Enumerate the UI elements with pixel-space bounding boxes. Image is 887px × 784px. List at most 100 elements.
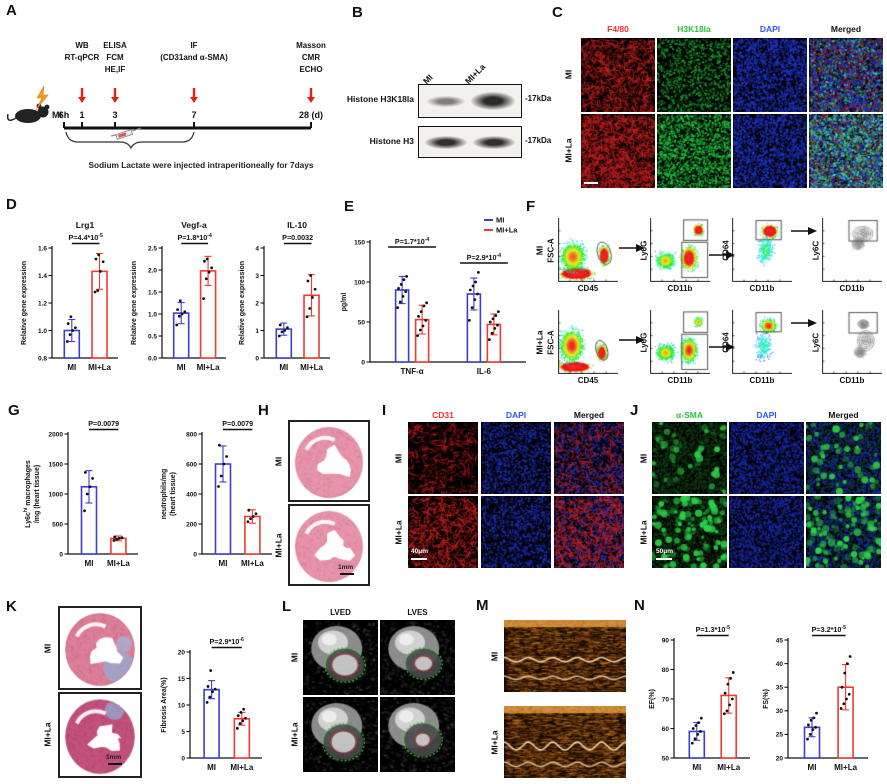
svg-text:45: 45 <box>776 637 784 644</box>
if-image-mila-dapi <box>481 496 551 568</box>
svg-text:HE,IF: HE,IF <box>105 65 126 74</box>
svg-text:MI: MI <box>279 363 288 372</box>
svg-text:20: 20 <box>178 649 186 656</box>
row-label-mila: MI+La <box>489 730 500 755</box>
svg-text:MI+La: MI+La <box>834 763 857 772</box>
flow-plot-mila-cd45 <box>558 310 618 374</box>
panel-f-label: F <box>526 198 536 215</box>
gating-arrow-icon <box>619 336 645 344</box>
row-label-mila: MI+La <box>273 533 284 558</box>
gating-arrow-icon <box>709 343 735 351</box>
channel-header-h3k18la: H3K18la <box>677 24 711 34</box>
svg-text:Lrg1: Lrg1 <box>76 220 95 230</box>
panel-a-label: A <box>6 2 17 19</box>
panel-j-label: J <box>630 402 639 419</box>
chart-ef: 50 60 70 80 90 EF(%) MI MI+La P=1.3*10-5 <box>644 614 756 778</box>
if-image-mi-f480 <box>581 38 655 112</box>
svg-text:WB: WB <box>75 41 89 50</box>
scale-bar <box>108 763 122 765</box>
if-image-mi-merged <box>554 422 624 494</box>
if-image-mila-merged <box>806 496 881 568</box>
svg-text:MI: MI <box>207 763 216 772</box>
channel-header-merged: Merged <box>573 410 605 420</box>
svg-text:P=1.7*10-4: P=1.7*10-4 <box>395 237 430 246</box>
svg-text:IF: IF <box>190 41 197 50</box>
svg-text:P=4.4*10-5: P=4.4*10-5 <box>68 233 103 242</box>
svg-text:20: 20 <box>776 755 784 762</box>
channel-header-dapi: DAPI <box>505 410 527 420</box>
row-label-mi: MI <box>638 453 649 464</box>
panel-n-label: N <box>634 597 645 614</box>
chart-neutrophils: 0 200 400 600 800 neutrophils/mg (heart tissue… <box>158 408 278 574</box>
panel-b-label: B <box>352 4 363 21</box>
svg-text:2.5: 2.5 <box>148 245 157 252</box>
svg-text:/mg (heart tissue): /mg (heart tissue) <box>34 465 41 523</box>
if-image-mila-cd31 <box>408 496 478 568</box>
if-image-mi-h3k18la <box>657 38 731 112</box>
blot-strip-h3k18la <box>418 84 522 118</box>
chart-vegfa: 0.0 0.5 1.0 1.5 2.0 2.5 Relative gene expressi… <box>126 212 232 378</box>
svg-text:Vegf-a: Vegf-a <box>181 220 207 230</box>
svg-text:RT-qPCR: RT-qPCR <box>65 53 100 62</box>
channel-header-dapi: DAPI <box>756 410 777 420</box>
if-image-mi-merged <box>806 422 881 494</box>
svg-text:P=1.3*10-5: P=1.3*10-5 <box>696 625 731 634</box>
panel-k-label: K <box>6 598 17 615</box>
svg-text:ELISA: ELISA <box>103 41 127 50</box>
row-label-mi: MI <box>42 643 53 654</box>
svg-text:Relative gene expression: Relative gene expression <box>239 261 246 345</box>
svg-text:25: 25 <box>776 732 784 739</box>
svg-text:FS(%): FS(%) <box>763 689 770 709</box>
if-image-mi-cd31 <box>408 422 478 494</box>
svg-text:P=3.2*10-5: P=3.2*10-5 <box>812 625 847 634</box>
svg-text:Relative gene expression: Relative gene expression <box>21 261 28 345</box>
svg-text:P=1.8*10-4: P=1.8*10-4 <box>177 233 212 242</box>
svg-text:60: 60 <box>662 726 670 733</box>
svg-text:35: 35 <box>776 685 784 692</box>
experiment-timeline: 6h 1 WB RT-qPCR 3 ELISA FCM HE,IF 7 IF (CD31and α-… <box>4 28 349 160</box>
if-image-mi-dapi <box>733 38 807 112</box>
panel-d-label: D <box>6 196 17 213</box>
axis-label-cd11b: CD11b <box>667 284 693 293</box>
axis-label-cd11b: CD11b <box>839 376 865 385</box>
svg-text:1.2: 1.2 <box>38 300 47 307</box>
channel-header-merged: Merged <box>830 24 862 34</box>
svg-text:(heart tissue): (heart tissue) <box>170 472 177 516</box>
svg-text:MI+La: MI+La <box>88 363 111 372</box>
if-image-mi-dapi <box>481 422 551 494</box>
blot-band <box>425 136 467 149</box>
blot-band <box>473 136 515 149</box>
gating-arrow-icon <box>619 244 645 252</box>
blot-band <box>471 92 515 110</box>
row-label-mi: MI <box>273 456 284 467</box>
row-label-mila: MI+La <box>534 330 545 355</box>
if-image-mila-f480 <box>581 114 655 188</box>
masson-section-mila <box>60 694 140 776</box>
cmr-image-mi-lves <box>380 620 455 695</box>
chart-fibrosis: 0 5 10 15 20 Fibrosis Area(%) MI MI+La P=2.9*10-… <box>156 626 268 778</box>
svg-text:MI: MI <box>52 110 62 120</box>
axis-label-fsca: FSC-A <box>546 238 556 263</box>
svg-text:1.0: 1.0 <box>38 328 47 335</box>
svg-text:0: 0 <box>59 551 63 558</box>
svg-text:80: 80 <box>662 667 670 674</box>
row-label-mi: MI <box>289 652 300 663</box>
row-label-mila: MI+La <box>42 722 53 747</box>
svg-text:0.8: 0.8 <box>38 355 47 362</box>
panel-c-label: C <box>552 4 563 21</box>
row-label-mila: MI+La <box>393 520 404 545</box>
svg-text:MI: MI <box>219 559 228 568</box>
svg-text:0: 0 <box>255 355 259 362</box>
row-label-mi: MI <box>534 245 545 256</box>
svg-text:MI: MI <box>496 216 504 225</box>
scale-label: 50μm <box>656 548 673 555</box>
panel-m-label: M <box>476 597 489 614</box>
svg-text:pg/ml: pg/ml <box>341 293 348 312</box>
gating-arrow-icon <box>791 227 817 235</box>
flow-plot-mi-ly6c <box>822 218 882 282</box>
he-section-mi <box>290 422 368 500</box>
row-label-mila: MI+La <box>563 138 574 163</box>
flow-plot-mila-cd64 <box>732 310 792 374</box>
scale-label: 1mm <box>338 564 354 571</box>
